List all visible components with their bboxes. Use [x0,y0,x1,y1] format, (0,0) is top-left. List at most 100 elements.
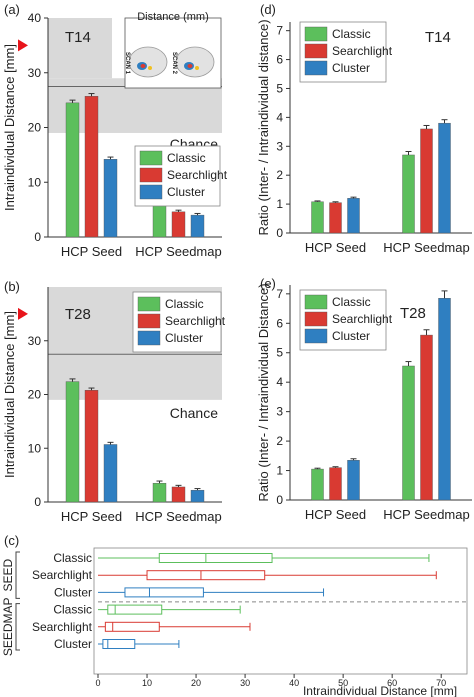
legend-swatch [304,26,328,42]
y-tick-label: 0 [34,230,41,244]
y-tick-label: 3 [276,405,283,419]
x-category-label: HCP Seedmap [383,240,469,255]
x-category-label: HCP Seedmap [135,244,221,259]
panel-title: T14 [65,29,91,46]
y-axis-label: Ratio (Inter- / Intraindividual Distance… [256,283,271,501]
bar-searchlight [420,334,433,501]
group-bracket [15,551,20,599]
bar-cluster [347,198,360,234]
row-label: Classic [53,551,92,565]
x-category-label: HCP Seed [61,244,122,259]
panel-label: (c) [4,533,19,548]
row-label: Cluster [54,585,92,599]
y-tick-label: 1 [276,464,283,478]
x-tick-label: 70 [436,678,446,688]
bar-cluster [103,444,118,503]
legend: Classic Searchlight Cluster [299,289,393,351]
inset-scan-label: SCAN 2 [171,52,177,75]
legend-label: Classic [332,27,371,41]
panel-label: (b) [4,279,20,294]
row-label: Classic [53,603,92,617]
bar-cluster [103,159,118,238]
bar-cluster [438,298,451,501]
bar-classic [311,201,324,234]
panel-label: (e) [260,276,276,291]
x-category-label: HCP Seedmap [383,507,469,522]
bar-cluster [347,460,360,501]
legend-swatch [137,296,161,312]
box [146,570,266,581]
legend-swatch [304,294,328,310]
group-bracket [15,603,20,651]
bar-cluster [190,489,205,503]
legend-swatch [137,330,161,346]
y-tick-label: 7 [276,287,283,301]
legend-label: Searchlight [332,44,393,58]
panel-title: T28 [65,306,91,323]
bar-classic [152,202,167,238]
bar-searchlight [84,96,99,238]
bar-classic [65,102,80,238]
bar-searchlight [420,128,433,234]
y-tick-label: 3 [276,139,283,153]
legend-swatch [304,328,328,344]
legend-swatch [304,311,328,327]
x-tick-label: 0 [95,678,100,688]
legend-swatch [139,184,163,200]
chance-region-top [48,18,112,79]
legend-swatch [139,150,163,166]
bar-classic [152,482,167,503]
x-category-label: HCP Seedmap [135,509,221,524]
legend-swatch [304,60,328,76]
marker-triangle [18,39,28,52]
y-tick-label: 0 [34,495,41,509]
brain-activation [195,66,199,70]
y-tick-label: 30 [28,66,42,80]
brain-image [175,46,215,78]
bar-searchlight [84,390,99,503]
y-tick-label: 5 [276,81,283,95]
y-tick-label: 6 [276,53,283,67]
y-tick-label: 4 [276,375,283,389]
x-category-label: HCP Seed [305,507,366,522]
y-tick-label: 40 [28,11,42,25]
x-tick-label: 40 [289,678,299,688]
y-axis-label: Intraindividual Distance [mm] [2,311,17,478]
x-tick-label: 60 [387,678,397,688]
y-tick-label: 4 [276,110,283,124]
y-tick-label: 0 [276,226,283,240]
bar-classic [402,365,415,501]
y-tick-label: 10 [28,175,42,189]
box [102,639,136,649]
legend: Classic Searchlight Cluster [299,21,393,83]
brain-activation [187,64,193,68]
legend-label: Searchlight [332,312,393,326]
y-tick-label: 2 [276,168,283,182]
row-label: Searchlight [32,620,93,634]
legend-swatch [139,167,163,183]
brain-activation [148,66,152,70]
y-axis-label: Intraindividual Distance [mm] [2,44,17,211]
panel-label: (a) [4,2,20,17]
x-category-label: HCP Seed [61,509,122,524]
legend-label: Classic [332,295,371,309]
bar-cluster [438,122,451,234]
y-tick-label: 10 [28,441,42,455]
box [107,604,163,615]
legend: Classic Searchlight Cluster [134,145,228,207]
box [124,587,204,598]
chance-label: Chance [170,405,218,421]
y-tick-label: 30 [28,334,42,348]
bar-classic [65,381,80,503]
y-tick-label: 5 [276,346,283,360]
inset: Distance (mm) SCAN 1 SCAN 2 [124,11,222,89]
legend-label: Classic [167,151,206,165]
legend-label: Cluster [332,329,370,343]
x-tick-label: 20 [191,678,201,688]
legend-label: Cluster [332,61,370,75]
marker-triangle [18,307,28,320]
y-tick-label: 2 [276,434,283,448]
y-tick-label: 0 [276,493,283,507]
panel-e: 0 1 2 3 4 5 6 7 HCP Seed HCP Seedmap Ratio (Inter-… [256,276,472,522]
